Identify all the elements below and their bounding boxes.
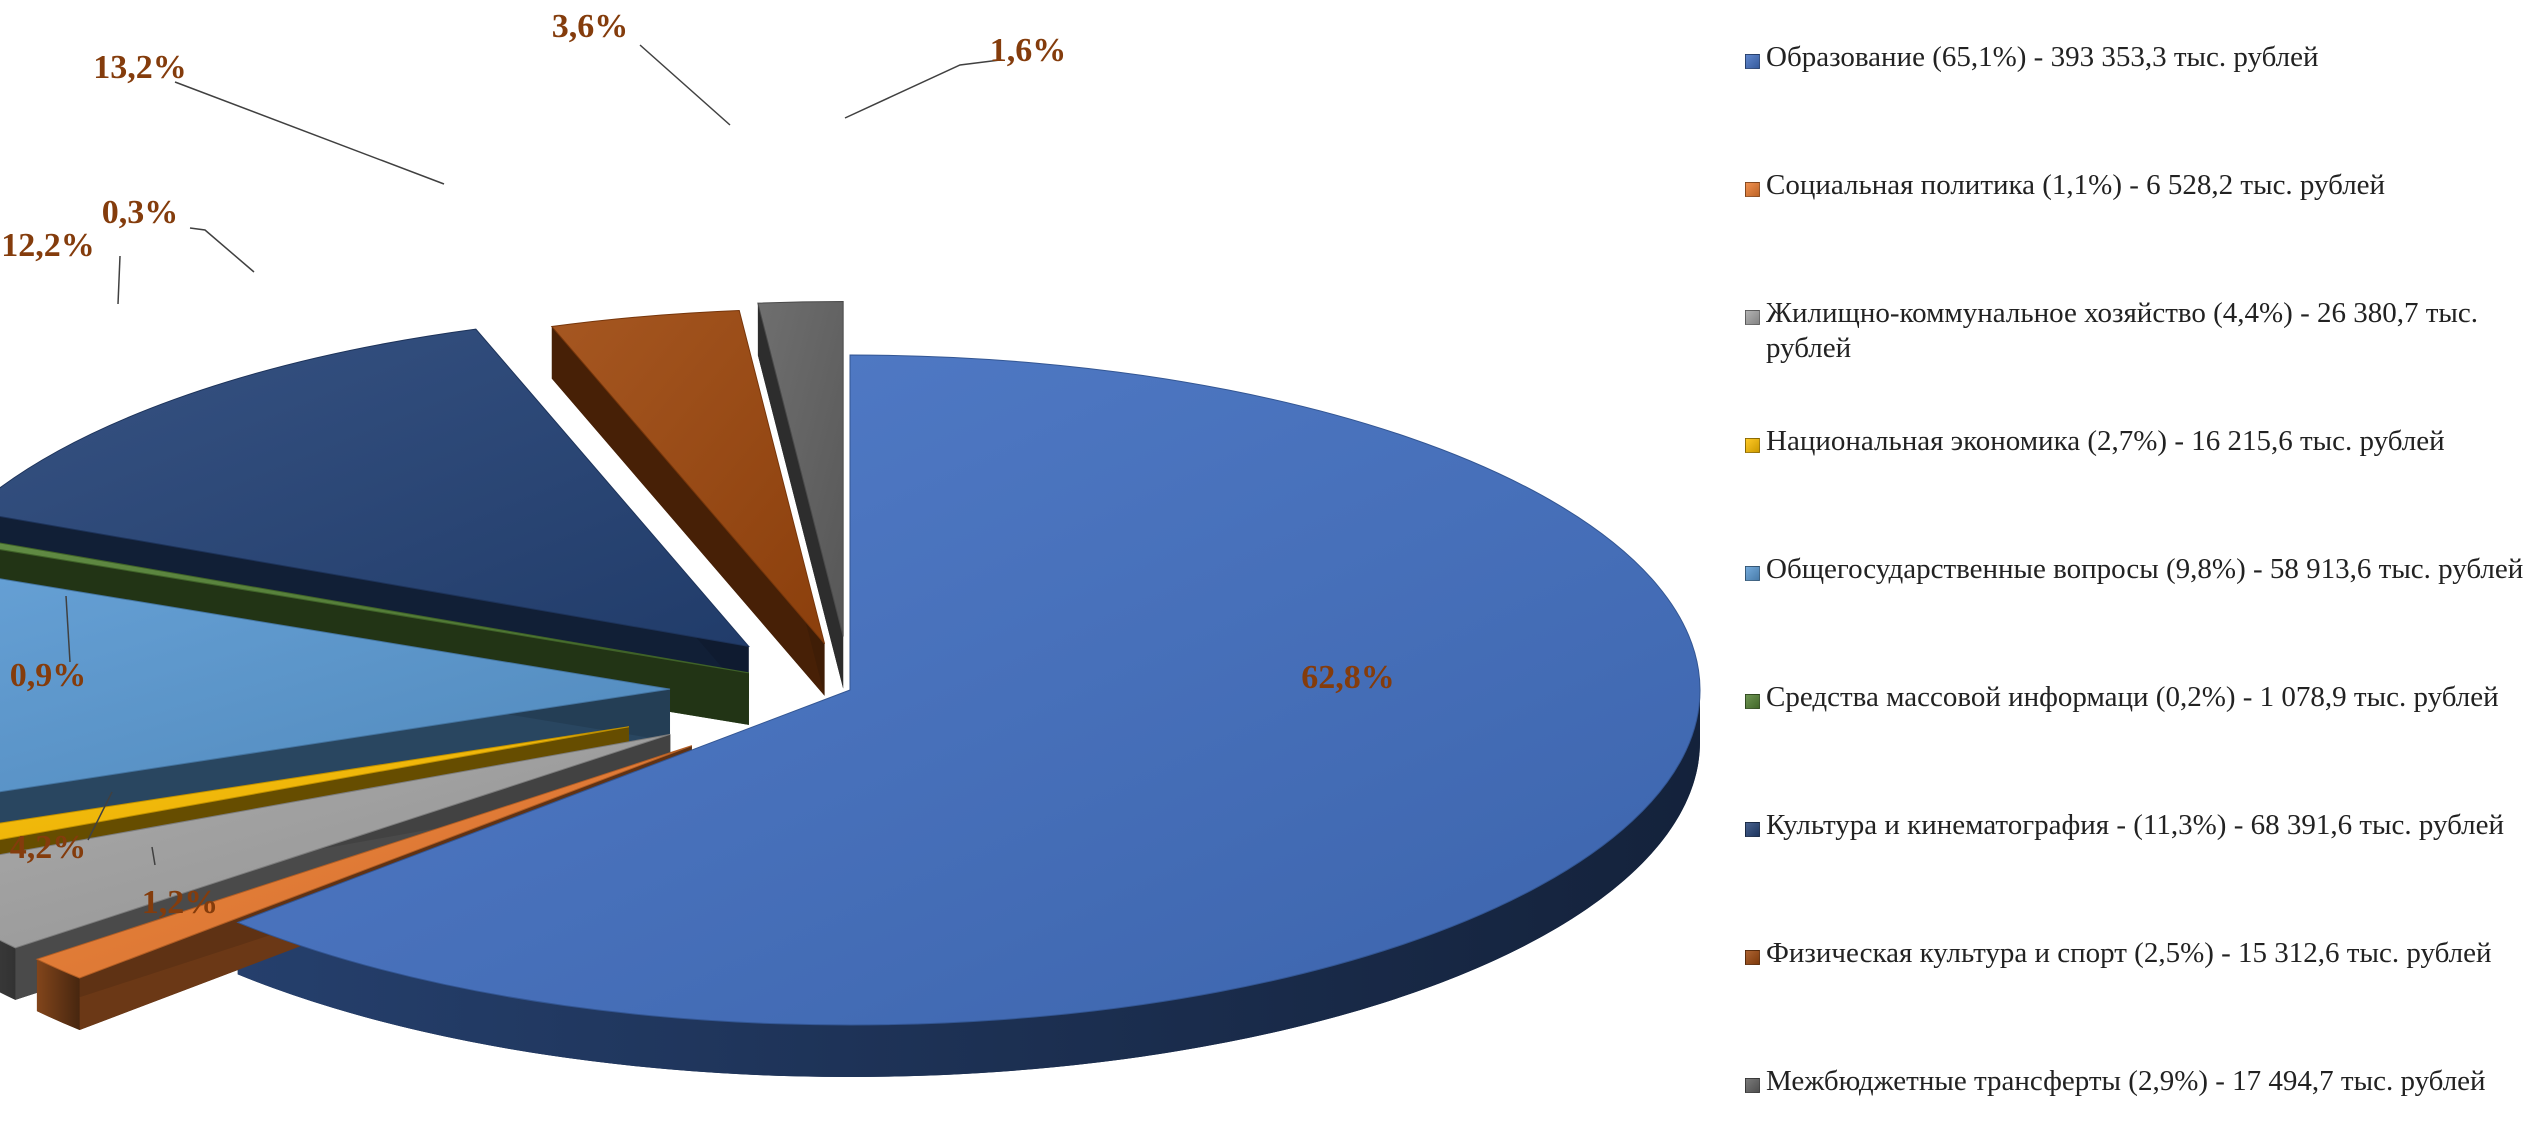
slice-wall-start-8 [757,303,844,689]
slice-side-2 [0,940,16,1000]
legend-label: Социальная политика (1,1%) - 6 528,2 тыс… [1766,169,2386,201]
leader-line-2 [87,791,113,841]
legend-swatch [1745,566,1760,581]
pie-slice-1 [35,745,693,979]
leader-line-1 [151,846,156,866]
legend-item: Образование (65,1%) - 393 353,3 тыс. руб… [1745,40,2535,75]
slice-label-3: 0,9% [10,657,87,694]
legend-swatch [1745,950,1760,965]
leader-line-7 [639,44,731,126]
slice-label-1: 1,2% [142,884,219,921]
slice-label-2: 4,2% [10,829,87,866]
slice-label-7: 3,6% [552,8,629,45]
legend-swatch [1745,694,1760,709]
legend-label: Общегосударственные вопросы (9,8%) - 58 … [1766,553,2524,585]
slice-label-5: 0,3% [102,194,179,231]
legend-item: Межбюджетные трансферты (2,9%) - 17 494,… [1745,1064,2535,1099]
leader-line-8 [844,59,1001,119]
leader-line-5 [189,227,255,273]
slice-wall-start-7 [551,326,825,696]
legend-item: Культура и кинематография - (11,3%) - 68… [1745,808,2535,843]
legend-label: Средства массовой информаци (0,2%) - 1 0… [1766,681,2499,713]
legend-label: Жилищно-коммунальное хозяйство (4,4%) - … [1766,297,2479,364]
legend-label: Межбюджетные трансферты (2,9%) - 17 494,… [1766,1065,2486,1097]
legend-item: Национальная экономика (2,7%) - 16 215,6… [1745,424,2535,459]
pie-slice-0 [236,354,1701,1026]
slice-side-0 [237,690,1701,1077]
pie-slice-7 [550,309,826,645]
slice-label-8: 1,6% [990,32,1067,69]
legend-label: Национальная экономика (2,7%) - 16 215,6… [1766,425,2445,457]
slice-label-0: 62,8% [1301,659,1395,696]
slice-label-6: 13,2% [93,49,187,86]
pie-slice-5 [0,542,749,674]
pie-slice-6 [0,328,750,648]
slice-side-1 [36,959,80,1031]
legend-item: Средства массовой информаци (0,2%) - 1 0… [1745,680,2535,715]
legend-label: Физическая культура и спорт (2,5%) - 15 … [1766,937,2492,969]
legend-item: Физическая культура и спорт (2,5%) - 15 … [1745,936,2535,971]
legend-item: Социальная политика (1,1%) - 6 528,2 тыс… [1745,168,2535,203]
leader-line-3 [65,595,71,663]
legend-label: Образование (65,1%) - 393 353,3 тыс. руб… [1766,41,2319,73]
pie-chart-svg: 62,8% 1,2% 4,2% 0,9% 12,2%0,3% 13,2% 3,6% 1,6% [0,8,1701,1077]
leader-line-4 [117,255,121,305]
slice-label-4: 12,2% [1,227,95,264]
legend-swatch [1745,438,1760,453]
legend-swatch [1745,182,1760,197]
legend-label: Культура и кинематография - (11,3%) - 68… [1766,809,2505,841]
pie-slice-8 [757,300,844,637]
legend-item: Общегосударственные вопросы (9,8%) - 58 … [1745,552,2535,587]
legend-swatch [1745,310,1760,325]
legend-swatch [1745,822,1760,837]
legend-swatch [1745,1078,1760,1093]
legend-swatch [1745,54,1760,69]
pie-slice-4 [0,578,671,793]
legend-item: Жилищно-коммунальное хозяйство (4,4%) - … [1745,296,2535,366]
leader-line-6 [174,81,445,185]
pie-slice-2 [0,733,671,949]
